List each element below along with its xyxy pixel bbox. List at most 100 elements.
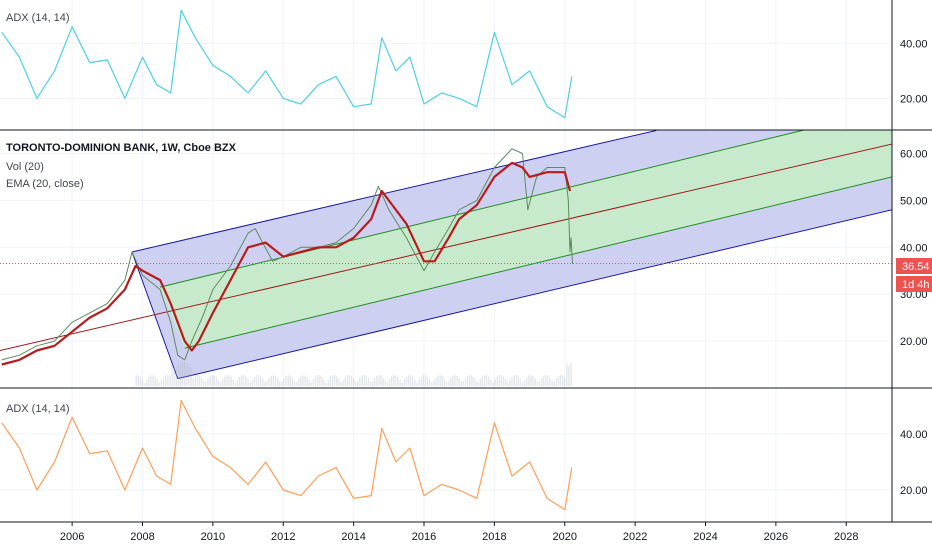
volume-bar — [568, 366, 570, 386]
volume-bar — [471, 375, 473, 386]
x-tick-label: 2012 — [271, 531, 295, 543]
volume-bar — [350, 376, 353, 386]
volume-bar — [528, 375, 530, 386]
volume-bar — [336, 376, 338, 386]
volume-bar — [509, 379, 511, 386]
volume-bar — [435, 377, 437, 386]
adx-top-y-tick: 20.00 — [900, 93, 928, 105]
volume-bar — [253, 377, 256, 386]
volume-bar — [549, 377, 551, 386]
x-tick-label: 2016 — [412, 531, 436, 543]
volume-bar — [291, 377, 294, 386]
volume-bar — [243, 375, 245, 386]
volume-bar — [196, 375, 199, 386]
adx-top-y-tick: 40.00 — [900, 38, 928, 50]
volume-bar — [561, 375, 564, 386]
volume-bar — [177, 363, 180, 386]
volume-bar — [342, 380, 344, 386]
volume-bar — [513, 375, 515, 386]
volume-bar — [357, 380, 359, 386]
volume-bar — [156, 379, 158, 386]
volume-bar — [175, 366, 177, 386]
volume-bar — [469, 375, 471, 386]
x-tick-label: 2026 — [764, 531, 788, 543]
price-y-tick: 20.00 — [900, 336, 928, 348]
volume-bar — [378, 375, 380, 386]
volume-bar — [380, 375, 382, 386]
volume-bar — [500, 375, 503, 386]
volume-bar — [146, 379, 148, 386]
volume-bar — [304, 375, 306, 386]
volume-bar — [481, 376, 484, 386]
volume-bar — [281, 381, 283, 386]
price-series-line — [1, 148, 573, 361]
volume-bar — [325, 382, 327, 386]
volume-bar — [340, 382, 342, 386]
price-pane[interactable] — [0, 129, 893, 388]
volume-bar — [200, 377, 203, 386]
volume-bar — [441, 376, 444, 386]
volume-bar — [566, 364, 568, 386]
volume-bar — [536, 381, 539, 386]
pitchfork-median — [0, 143, 893, 351]
volume-bar — [511, 377, 513, 386]
volume-bar — [437, 375, 439, 386]
price-y-tick: 50.00 — [900, 195, 928, 207]
volume-bar — [171, 364, 173, 386]
volume-bar — [361, 375, 363, 386]
volume-bar — [135, 375, 137, 386]
volume-bar — [198, 375, 201, 386]
ema-series-line — [1, 161, 572, 366]
volume-bar — [241, 375, 243, 386]
pitchfork-upper-inner — [159, 129, 805, 288]
volume-bar — [255, 375, 258, 386]
volume-bar — [310, 382, 313, 386]
volume-bar — [283, 378, 285, 386]
volume-bar — [228, 375, 230, 386]
volume-bar — [428, 378, 431, 386]
volume-bar — [285, 375, 287, 386]
volume-bar — [247, 379, 249, 386]
pitchfork-lower-outer — [177, 209, 893, 380]
volume-bar — [532, 375, 534, 386]
volume-bar — [312, 379, 315, 386]
x-tick-label: 2014 — [341, 531, 365, 543]
volume-bar — [148, 376, 150, 386]
volume-bar — [450, 377, 452, 386]
volume-bar — [534, 378, 536, 386]
volume-bar — [302, 375, 304, 386]
volume-bar — [274, 375, 277, 386]
volume-bar — [266, 380, 268, 386]
volume-bar — [496, 376, 498, 386]
x-tick-label: 2028 — [834, 531, 858, 543]
volume-bar — [215, 377, 218, 386]
volume-bar — [300, 376, 302, 386]
volume-bar — [382, 377, 384, 386]
volume-bar — [194, 375, 196, 386]
volume-bar — [475, 380, 477, 386]
volume-bar — [422, 375, 425, 386]
price-y-tick: 40.00 — [900, 242, 928, 254]
volume-bar — [445, 381, 448, 386]
volume-bar — [224, 376, 226, 386]
volume-bar — [374, 378, 376, 386]
volume-bar — [205, 381, 207, 386]
volume-bar — [395, 375, 397, 386]
volume-bar — [344, 377, 346, 386]
volume-bar — [399, 379, 401, 386]
volume-bar — [557, 376, 560, 386]
volume-bar — [314, 376, 317, 386]
volume-bar — [179, 361, 182, 386]
volume-bar — [416, 382, 418, 386]
volume-bar — [279, 381, 281, 386]
volume-bar — [479, 378, 482, 386]
ema-label: EMA (20, close) — [6, 178, 84, 190]
volume-bar — [317, 375, 319, 386]
volume-bar — [289, 375, 291, 386]
volume-bar — [245, 376, 247, 386]
volume-bar — [477, 382, 479, 386]
volume-bar — [504, 379, 507, 386]
volume-bar — [236, 379, 239, 386]
volume-bar — [268, 377, 270, 386]
volume-bar — [369, 381, 372, 386]
